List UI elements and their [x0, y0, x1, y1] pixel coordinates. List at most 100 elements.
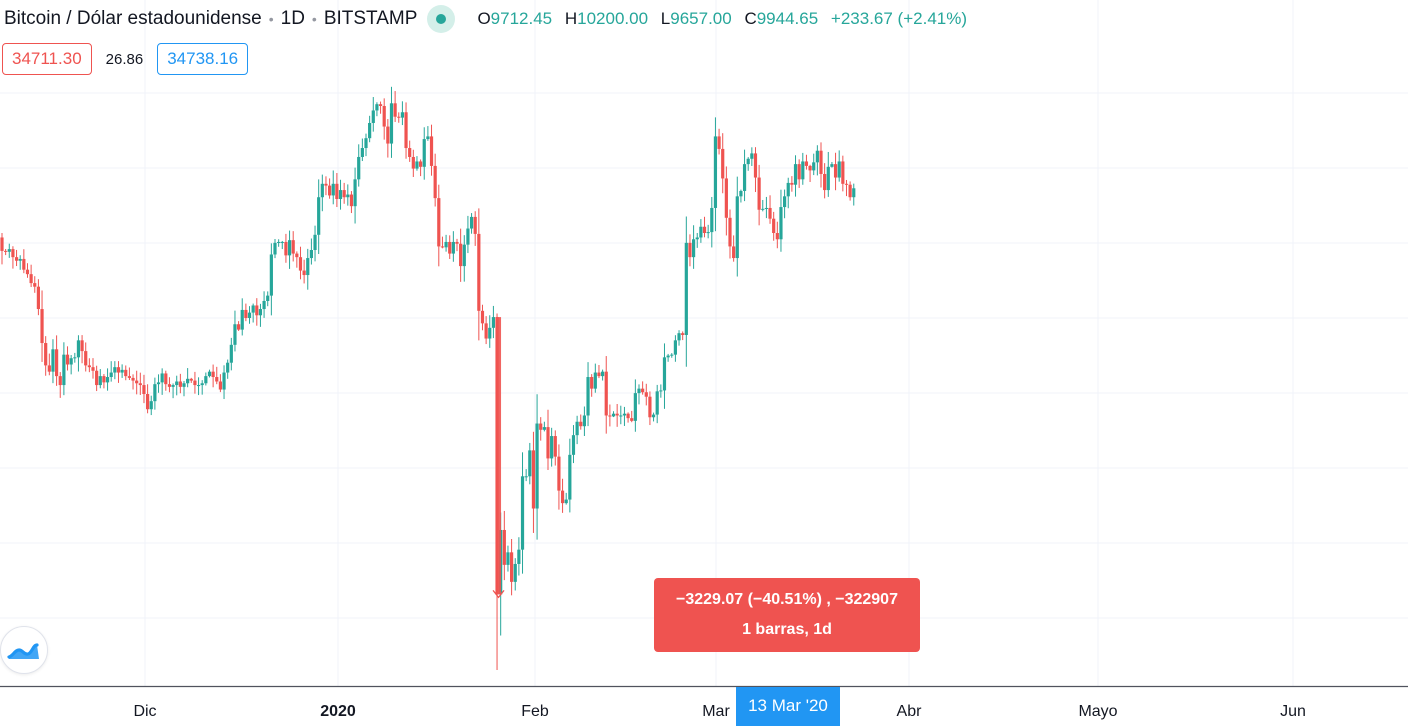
candle	[611, 411, 616, 418]
candle	[753, 147, 758, 193]
candle	[579, 414, 583, 430]
candle	[546, 409, 550, 470]
candle	[633, 379, 637, 432]
candle	[317, 179, 321, 255]
candle	[488, 315, 492, 348]
candle	[244, 303, 248, 322]
candle	[153, 377, 157, 410]
candle	[557, 444, 561, 510]
candle	[772, 211, 776, 241]
candle	[491, 305, 495, 339]
candle	[823, 163, 827, 199]
candle	[338, 179, 343, 210]
candle	[848, 181, 852, 201]
candle	[739, 189, 743, 203]
candle	[415, 156, 419, 171]
candle	[22, 249, 26, 274]
candle	[233, 310, 237, 352]
candle	[76, 335, 81, 372]
candle	[109, 361, 113, 382]
bid-price-box[interactable]: 34711.30	[2, 43, 92, 75]
ask-price-box[interactable]: 34738.16	[157, 43, 249, 75]
candle	[844, 179, 849, 197]
candle	[65, 346, 70, 371]
candle	[124, 365, 128, 381]
candle	[783, 189, 787, 219]
time-axis-tick-label: Mar	[702, 703, 730, 720]
candle	[215, 366, 219, 385]
candle	[575, 415, 579, 445]
candle	[273, 239, 277, 259]
candle	[186, 368, 190, 388]
candle	[328, 178, 332, 199]
time-axis[interactable]: Dic 2020 Feb Mar Abr Mayo Jun	[0, 685, 1408, 726]
close-value: 9944.65	[756, 9, 819, 28]
candle	[666, 353, 670, 362]
time-axis-tick-label: Abr	[897, 703, 923, 720]
time-axis-background	[0, 686, 1408, 726]
candle	[510, 538, 514, 596]
candle	[382, 98, 386, 140]
candle	[226, 359, 230, 379]
candle	[371, 97, 375, 132]
time-axis-tick-label: Jun	[1280, 703, 1306, 720]
candle	[280, 240, 284, 250]
candle	[455, 238, 459, 252]
chart-grid	[0, 0, 1408, 686]
candle	[535, 394, 539, 540]
time-axis-tick-label: Feb	[521, 703, 549, 720]
tradingview-logo-button[interactable]	[0, 626, 48, 674]
candle	[196, 377, 201, 396]
candle	[815, 145, 819, 176]
candle	[40, 290, 44, 362]
high-value: 10200.00	[577, 9, 649, 28]
candle	[313, 225, 317, 262]
candle	[502, 510, 506, 581]
candle	[542, 421, 546, 432]
candle	[830, 162, 834, 168]
candle	[582, 406, 586, 436]
interval-label[interactable]: 1D	[280, 8, 305, 29]
measure-change-text: −3229.07 (−40.51%) , −322907	[676, 591, 898, 608]
candle	[269, 243, 273, 316]
candle	[779, 189, 783, 252]
market-status-icon[interactable]	[427, 5, 456, 33]
candle	[11, 246, 15, 269]
candle	[411, 149, 415, 177]
candle	[309, 238, 313, 265]
candle	[670, 353, 674, 358]
candle	[258, 303, 263, 327]
candle	[335, 173, 339, 208]
candle	[721, 133, 725, 194]
candle	[87, 358, 91, 373]
candle	[622, 406, 627, 426]
candle	[520, 452, 525, 574]
low-label: L	[660, 9, 671, 28]
chart-legend: Bitcoin / Dólar estadounidense • 1D • BI…	[0, 0, 967, 38]
separator-dot: •	[311, 11, 317, 27]
candle	[131, 374, 135, 390]
candle	[95, 365, 99, 392]
spread-value: 26.86	[105, 50, 144, 68]
candle	[553, 430, 557, 466]
candle	[768, 195, 772, 224]
candle	[819, 142, 823, 188]
candle	[178, 373, 182, 394]
candle	[44, 336, 48, 376]
candle	[539, 417, 543, 441]
candle	[462, 235, 466, 282]
candle	[641, 381, 645, 395]
candle	[266, 291, 270, 307]
candle	[146, 384, 150, 414]
candle	[528, 442, 532, 485]
candle	[459, 228, 463, 282]
candle	[193, 371, 197, 394]
candle	[808, 164, 812, 183]
exchange-label[interactable]: BITSTAMP	[323, 8, 418, 29]
symbol-title[interactable]: Bitcoin / Dólar estadounidense	[4, 8, 262, 29]
candle	[433, 153, 437, 207]
candle	[750, 147, 754, 167]
candle	[710, 196, 714, 248]
candle	[812, 153, 816, 176]
